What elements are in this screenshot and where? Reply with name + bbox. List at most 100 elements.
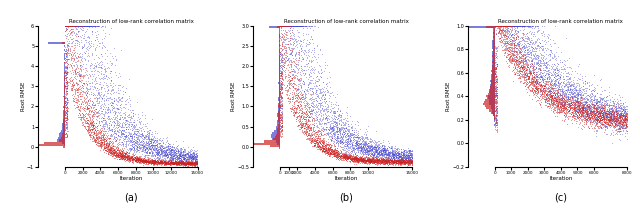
Point xyxy=(63,24,73,27)
Point xyxy=(77,56,88,60)
Point xyxy=(389,157,399,160)
Point xyxy=(543,54,553,57)
Point xyxy=(122,137,132,140)
Point xyxy=(137,159,147,162)
Point xyxy=(515,81,525,84)
Point xyxy=(564,102,574,105)
Bar xyxy=(490,89,495,91)
Point xyxy=(190,155,200,158)
Point xyxy=(506,33,516,36)
Point xyxy=(161,162,171,165)
Point xyxy=(376,156,386,159)
Point xyxy=(492,92,502,95)
Point xyxy=(506,24,516,27)
Point xyxy=(72,90,82,93)
Point xyxy=(369,146,380,149)
Point xyxy=(327,147,337,150)
Point xyxy=(151,161,161,165)
Point xyxy=(533,86,543,89)
Point xyxy=(134,158,144,161)
Point xyxy=(511,50,522,53)
Point xyxy=(592,107,602,110)
Point xyxy=(118,156,128,160)
Point xyxy=(114,154,124,157)
Point xyxy=(393,159,403,162)
Point xyxy=(591,111,602,114)
Point xyxy=(492,107,502,111)
Point xyxy=(556,101,566,104)
Point xyxy=(181,162,191,166)
Point xyxy=(522,65,532,69)
Point xyxy=(101,141,111,144)
Point xyxy=(492,24,502,27)
Point xyxy=(186,153,196,156)
Point xyxy=(276,24,287,27)
Point xyxy=(97,139,107,142)
Point xyxy=(121,151,131,155)
Point xyxy=(395,162,405,165)
Bar xyxy=(278,105,280,107)
Point xyxy=(188,162,198,165)
Point xyxy=(73,98,83,102)
Point xyxy=(333,154,344,157)
Point xyxy=(146,138,156,142)
Point xyxy=(176,156,186,160)
Bar xyxy=(64,105,65,106)
Point xyxy=(131,127,141,131)
Point xyxy=(116,149,126,152)
Point xyxy=(173,161,184,165)
Point xyxy=(355,158,365,161)
Point xyxy=(75,64,85,68)
Point xyxy=(88,44,98,48)
Point xyxy=(573,97,583,100)
Point xyxy=(119,140,129,143)
Point xyxy=(319,121,329,125)
Point xyxy=(605,119,616,122)
Point xyxy=(577,111,588,114)
Point xyxy=(620,109,630,113)
Point xyxy=(317,144,327,147)
Point xyxy=(61,24,71,27)
Point xyxy=(553,62,563,65)
Point xyxy=(505,24,515,27)
Point xyxy=(78,24,88,27)
Point xyxy=(160,153,170,156)
Point xyxy=(185,164,195,167)
Point xyxy=(147,145,157,149)
Point xyxy=(359,146,369,150)
Point xyxy=(381,158,392,162)
Point xyxy=(108,125,118,129)
Point xyxy=(339,152,349,156)
Point xyxy=(585,111,595,114)
Point xyxy=(292,96,302,99)
Point xyxy=(175,152,186,155)
Point xyxy=(547,94,557,98)
Point xyxy=(355,157,365,160)
Point xyxy=(541,92,551,96)
Point xyxy=(582,110,593,114)
Point xyxy=(621,112,632,115)
Point xyxy=(392,161,403,165)
Point xyxy=(490,70,500,73)
Point xyxy=(296,42,307,45)
Point xyxy=(539,61,549,64)
Point xyxy=(175,152,185,155)
Point xyxy=(127,140,137,143)
Point xyxy=(154,157,164,160)
Point xyxy=(491,108,501,112)
Point xyxy=(189,149,199,152)
Point xyxy=(191,162,201,165)
Point xyxy=(317,138,327,142)
Point xyxy=(300,124,310,128)
Point xyxy=(395,155,405,159)
Point xyxy=(318,93,328,96)
Point xyxy=(515,24,525,27)
Point xyxy=(586,108,596,112)
Point xyxy=(596,101,606,104)
Point xyxy=(152,144,162,147)
Point xyxy=(389,149,399,152)
Point xyxy=(133,158,143,162)
Point xyxy=(567,88,577,91)
Point xyxy=(275,57,285,61)
Point xyxy=(185,161,195,165)
